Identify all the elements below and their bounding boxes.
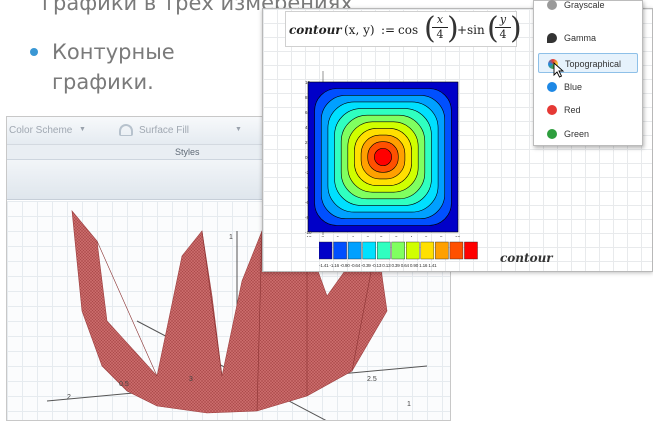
formula-region[interactable]: contour (x, y) := cos ( x 4 ) + sin ( y … <box>285 11 522 47</box>
menu-item-label: Topographical <box>565 59 622 69</box>
x-tick-label: 4 <box>410 235 413 237</box>
fraction-x-4: x 4 <box>432 13 448 42</box>
color-legend-cell <box>319 241 333 260</box>
plus-operator: + <box>457 23 468 37</box>
axis-tick-label: 1 <box>229 234 233 241</box>
bullet-dot-icon <box>30 48 38 56</box>
x-tick-label: -4 <box>350 235 354 237</box>
y-tick-label: -8 <box>305 215 309 220</box>
bullet-text: Контурные графики. <box>52 40 175 94</box>
paren-open: ( <box>424 11 436 46</box>
topographical-icon <box>548 59 558 69</box>
assign-operator: := <box>381 23 396 37</box>
x-tick-label: 0 <box>380 235 383 237</box>
blue-icon <box>547 82 557 92</box>
y-tick-label: 2 <box>305 140 308 145</box>
menu-item-label: Gamma <box>564 33 597 43</box>
styles-group-label: Styles <box>175 147 200 157</box>
surface-ridge-lines <box>96 230 378 412</box>
y-tick-label: -6 <box>305 200 309 205</box>
plot-name-label: contour <box>500 251 553 265</box>
axis-tick-label: 2.5 <box>367 376 377 383</box>
x-tick-label: -2 <box>365 235 369 237</box>
x-tick-label: 2 <box>395 235 398 237</box>
fraction-y-4: y 4 <box>495 13 511 42</box>
color-scheme-menu: Grayscale Gamma Topographical Blue Red G… <box>533 0 643 146</box>
mouse-cursor-icon <box>553 62 565 78</box>
contour-x-ticks: -10 -8 -6 -4 -2 0 2 4 6 8 10 <box>305 235 461 237</box>
color-legend-labels: -1.41 -1.16 -0.90 -0.64 -0.39 -0.13 0.13… <box>319 263 437 268</box>
chevron-down-icon[interactable]: ▼ <box>235 126 242 133</box>
axis-tick-label: 1 <box>407 401 411 408</box>
color-legend-cell <box>362 241 376 260</box>
color-legend-cell <box>449 241 464 260</box>
surface-fill-icon <box>119 124 133 136</box>
contour-band <box>374 148 392 166</box>
menu-item-grayscale[interactable]: Grayscale <box>538 0 638 15</box>
menu-item-label: Green <box>564 129 590 139</box>
x-tick-label: -8 <box>320 235 324 237</box>
paren-open: ( <box>487 11 499 46</box>
contour-y-ticks: 10 8 6 4 2 0 -2 -4 -6 -8 -10 <box>305 80 312 235</box>
x-tick-label: -6 <box>335 235 339 237</box>
axis-tick-label: 0.5 <box>119 381 129 388</box>
bullet-item: Контурные графики. <box>30 37 280 97</box>
menu-item-topographical[interactable]: Topographical <box>538 53 638 78</box>
color-legend-cell <box>406 241 420 260</box>
color-legend-cell <box>391 241 405 260</box>
x-tick-label: 10 <box>455 235 461 237</box>
contour-rings <box>307 81 459 233</box>
red-icon <box>547 105 557 115</box>
y-tick-label: -4 <box>305 185 309 190</box>
axis-tick-label: 2 <box>67 394 71 401</box>
color-scheme-button[interactable]: Color Scheme <box>9 125 73 136</box>
y-tick-label: 8 <box>305 95 308 100</box>
menu-item-label: Red <box>564 105 581 115</box>
paren-close: ) <box>510 11 522 46</box>
grayscale-icon <box>547 0 557 10</box>
menu-item-label: Blue <box>564 82 583 92</box>
surface-fill-button[interactable]: Surface Fill <box>139 125 190 136</box>
menu-item-red[interactable]: Red <box>538 100 638 120</box>
gamma-icon <box>547 33 557 43</box>
y-tick-label: 10 <box>305 80 311 85</box>
color-legend-cell <box>333 241 347 260</box>
y-tick-label: 0 <box>305 155 308 160</box>
color-legend-cell <box>347 241 362 260</box>
menu-item-gamma[interactable]: Gamma <box>538 28 638 48</box>
x-tick-label: -10 <box>305 235 312 237</box>
y-tick-label: 4 <box>305 125 308 130</box>
color-legend-cell <box>464 241 478 260</box>
y-tick-label: 6 <box>305 110 308 115</box>
menu-item-label: Grayscale <box>564 0 605 10</box>
x-tick-label: 8 <box>440 235 443 237</box>
color-legend-cell <box>376 241 391 260</box>
sin-function: sin <box>467 23 485 37</box>
function-name: contour <box>289 23 342 37</box>
paren-close: ) <box>447 11 459 46</box>
menu-item-green[interactable]: Green <box>538 124 638 144</box>
green-icon <box>547 129 557 139</box>
menu-item-blue[interactable]: Blue <box>538 77 638 97</box>
y-tick-label: -2 <box>305 170 309 175</box>
axis-tick-label: 3 <box>189 376 193 383</box>
x-tick-label: 6 <box>425 235 428 237</box>
color-legend-bar <box>319 241 478 260</box>
chevron-down-icon[interactable]: ▼ <box>79 126 86 133</box>
y-tick-label: -10 <box>305 230 312 235</box>
cos-function: cos <box>398 23 419 37</box>
color-legend-cell <box>435 241 449 260</box>
function-args: (x, y) <box>344 23 375 37</box>
color-legend-cell <box>420 241 435 260</box>
contour-plot[interactable]: 10 8 6 4 2 0 -2 -4 -6 -8 -10 -10 -8 -6 -4 -2 0 2 4 6 8 10 <box>303 67 493 237</box>
